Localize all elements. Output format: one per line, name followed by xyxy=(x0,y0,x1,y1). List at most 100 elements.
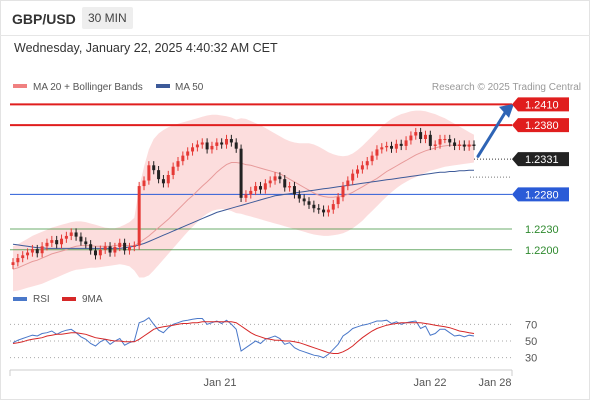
rsi-tick-label: 30 xyxy=(525,353,537,365)
ma50-legend-swatch xyxy=(156,84,170,88)
price-pane: 1.2410 1.2380 1.2280 1.2230 1.2200 1.2331 xyxy=(10,97,569,292)
candle-body xyxy=(273,176,277,181)
candle-body xyxy=(254,186,258,191)
candle-body xyxy=(50,240,54,243)
candle-body xyxy=(438,139,442,145)
credit-text: Research © 2025 Trading Central xyxy=(432,82,581,93)
candle-body xyxy=(60,238,64,245)
candle-body xyxy=(79,236,83,242)
candle-body xyxy=(108,246,112,253)
price-level-label: 1.2280 xyxy=(525,189,559,201)
candle-body xyxy=(365,161,369,166)
candle-body xyxy=(40,246,44,254)
candle-body xyxy=(414,132,418,136)
candle-body xyxy=(283,179,287,188)
candle-body xyxy=(394,143,398,149)
candle-body xyxy=(302,198,306,202)
candle-body xyxy=(258,186,262,190)
candle-body xyxy=(433,144,437,146)
price-level-tag xyxy=(512,97,569,112)
candle-body xyxy=(380,147,384,150)
candle-body xyxy=(157,170,161,180)
candle-body xyxy=(239,148,243,198)
candle-body xyxy=(55,240,59,245)
timestamp-text: Wednesday, January 22, 2025 4:40:32 AM C… xyxy=(14,41,278,55)
candle-body xyxy=(21,255,25,259)
current-price-tag xyxy=(512,152,569,167)
candle-body xyxy=(331,204,335,210)
symbol-label: GBP/USD xyxy=(12,11,76,27)
candle-body xyxy=(186,151,190,156)
price-level-label: 1.2380 xyxy=(525,120,559,132)
candle-body xyxy=(448,139,452,143)
price-level-tag xyxy=(512,187,569,202)
price-level-label: 1.2230 xyxy=(525,224,559,236)
candle-body xyxy=(123,242,127,251)
candle-body xyxy=(370,155,374,162)
candle-body xyxy=(399,143,403,146)
rsi-line xyxy=(12,317,475,359)
candle-body xyxy=(195,144,199,148)
ma50-legend-label: MA 50 xyxy=(175,82,204,93)
candle-body xyxy=(404,140,408,146)
candle-body xyxy=(11,262,15,265)
candle-body xyxy=(322,209,326,213)
rsi-legend-swatch xyxy=(13,297,27,301)
candle-body xyxy=(462,144,466,147)
chart-header: GBP/USD 30 MIN xyxy=(0,0,590,36)
candle-body xyxy=(98,249,102,256)
candle-body xyxy=(161,179,165,184)
candle-body xyxy=(288,186,292,188)
candle-body xyxy=(45,242,49,247)
x-tick-label: Jan 28 xyxy=(478,377,511,389)
candle-body xyxy=(229,139,233,143)
rsi-ma-legend-swatch xyxy=(62,297,76,301)
candle-body xyxy=(419,132,423,139)
candle-body xyxy=(84,241,88,245)
candle-body xyxy=(152,165,156,171)
candle-body xyxy=(453,142,457,146)
candle-body xyxy=(210,145,214,150)
candle-body xyxy=(166,175,170,184)
candle-body xyxy=(205,142,209,150)
candle-body xyxy=(176,161,180,167)
candle-body xyxy=(142,180,146,187)
candle-body xyxy=(147,165,151,181)
projection-arrow-head xyxy=(499,103,514,118)
candle-body xyxy=(249,190,253,195)
x-tick-label: Jan 22 xyxy=(413,377,446,389)
candle-body xyxy=(297,194,301,199)
candle-body xyxy=(385,145,389,148)
ma20-legend-label: MA 20 + Bollinger Bands xyxy=(33,82,143,93)
candle-body xyxy=(89,244,93,251)
candle-body xyxy=(16,258,20,263)
candle-body xyxy=(268,180,272,184)
projection-arrow-shaft xyxy=(476,111,507,158)
candle-body xyxy=(307,201,311,205)
candle-body xyxy=(326,209,330,213)
candle-body xyxy=(244,194,248,198)
candle-body xyxy=(341,186,345,198)
price-level-tag xyxy=(512,118,569,133)
candle-body xyxy=(312,204,316,209)
candle-body xyxy=(346,180,350,187)
candle-body xyxy=(191,147,195,152)
price-level-label: 1.2410 xyxy=(525,99,559,111)
candle-body xyxy=(137,186,141,246)
candle-body xyxy=(127,247,131,251)
rsi-pane: 70 50 30 xyxy=(10,317,537,365)
rsi-tick-label: 70 xyxy=(525,319,537,331)
candle-body xyxy=(200,142,204,145)
candle-body xyxy=(336,197,340,205)
candle-body xyxy=(74,232,78,237)
candle-body xyxy=(360,165,364,170)
timeframe-button[interactable]: 30 MIN xyxy=(82,7,133,29)
candle-body xyxy=(220,142,224,145)
candle-body xyxy=(356,169,360,174)
candle-body xyxy=(225,139,229,145)
candle-body xyxy=(35,249,39,254)
candle-body xyxy=(457,144,461,146)
candle-body xyxy=(69,232,73,236)
candle-body xyxy=(64,235,68,239)
